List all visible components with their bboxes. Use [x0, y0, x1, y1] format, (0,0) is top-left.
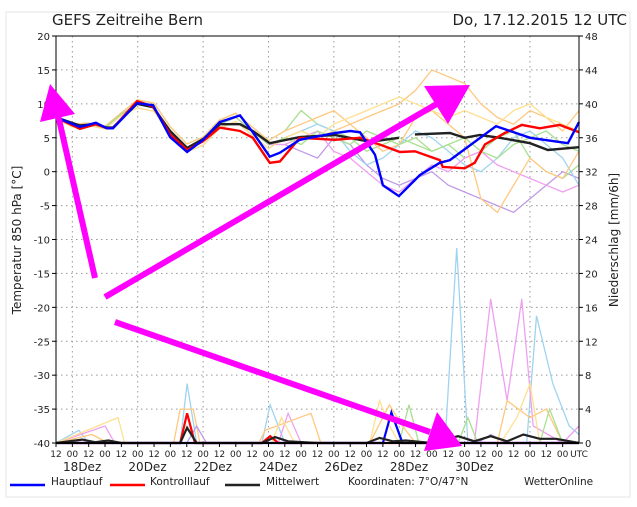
- y2-tick-label: 12: [585, 337, 598, 348]
- y-tick-label: -25: [34, 337, 50, 348]
- x-tick-label: 00: [393, 450, 405, 460]
- x-tick-label: 12: [312, 450, 323, 460]
- y2-tick-label: 20: [585, 269, 598, 280]
- arrow-1-shaft: [55, 114, 98, 279]
- y2-tick-label: 32: [585, 168, 598, 179]
- y-tick-label: -15: [34, 269, 50, 280]
- x-tick-label: 12: [344, 450, 355, 460]
- y-tick-label: 15: [37, 66, 50, 77]
- legend-label-mittelwert: Mittelwert: [266, 476, 319, 488]
- x-tick-label: 00: [426, 450, 438, 460]
- annotation-arrows: [40, 84, 470, 451]
- date-label: 24Dez: [259, 460, 297, 474]
- x-tick-label: 12: [148, 450, 159, 460]
- x-tick-label: 12: [181, 450, 192, 460]
- hauptlauf-temperature-line: [55, 101, 581, 198]
- y2-tick-label: 48: [585, 32, 598, 43]
- panel-border: [5, 11, 631, 498]
- x-tick-label: 00: [492, 450, 504, 460]
- y-tick-label: -40: [34, 439, 50, 450]
- chart-title: GEFS Zeitreihe Bern: [52, 11, 203, 29]
- arrow-3-head: [424, 412, 462, 451]
- x-tick-label: 00: [99, 450, 111, 460]
- x-tick-label: 00: [197, 450, 209, 460]
- legend-label-kontrolllauf: Kontrolllauf: [150, 476, 210, 488]
- y2-tick-label: 44: [585, 66, 598, 77]
- x-tick-label: 00: [263, 450, 275, 460]
- date-label: 28Dez: [390, 460, 428, 474]
- x-tick-label: 12: [443, 450, 454, 460]
- y-tick-label: 0: [44, 168, 50, 179]
- x-tick-label: 12: [541, 450, 552, 460]
- x-tick-label: UTC: [570, 450, 588, 460]
- kontrolllauf-temperature-line: [55, 99, 580, 170]
- y2-tick-label: 40: [585, 100, 598, 111]
- x-tick-label: 00: [230, 450, 242, 460]
- y-tick-label: -35: [34, 405, 50, 416]
- coordinates: Koordinaten: 7°O/47°N: [348, 476, 468, 488]
- y2-tick-label: 36: [585, 134, 598, 145]
- y2-tick-label: 8: [585, 371, 591, 382]
- x-tick-label: 00: [165, 450, 177, 460]
- y2-axis-title: Niederschlag [mm/6h]: [607, 173, 621, 307]
- run-time: Do, 17.12.2015 12 UTC: [452, 11, 627, 29]
- y-tick-label: -20: [34, 303, 50, 314]
- x-tick-label: 00: [524, 450, 536, 460]
- x-tick-label: 12: [377, 450, 388, 460]
- x-tick-label: 12: [279, 450, 290, 460]
- y2-tick-label: 16: [585, 303, 598, 314]
- y-tick-label: -10: [34, 236, 50, 247]
- date-label: 30Dez: [455, 460, 493, 474]
- brand: WetterOnline: [524, 476, 593, 488]
- x-tick-label: 12: [508, 450, 519, 460]
- x-tick-label: 00: [132, 450, 144, 460]
- x-tick-label: 12: [50, 450, 61, 460]
- y2-tick-label: 28: [585, 202, 598, 213]
- arrow-2-head: [424, 85, 470, 124]
- date-label: 22Dez: [194, 460, 232, 474]
- legend: Hauptlauf Kontrolllauf Mittelwert Koordi…: [10, 476, 593, 488]
- y-axis-title: Temperatur 850 hPa [°C]: [10, 166, 24, 316]
- x-tick-label: 12: [116, 450, 127, 460]
- x-tick-label: 12: [246, 450, 257, 460]
- arrow-3-shaft: [114, 319, 431, 435]
- y-tick-label: 5: [44, 134, 50, 145]
- x-tick-label: 12: [214, 450, 225, 460]
- x-tick-label: 00: [557, 450, 569, 460]
- y2-tick-label: 0: [585, 439, 591, 450]
- axes: 20151050-5-10-15-20-25-30-35-40484440363…: [34, 32, 598, 474]
- date-label: 20Dez: [128, 460, 166, 474]
- y2-tick-label: 24: [585, 236, 598, 247]
- y-tick-label: 10: [37, 100, 50, 111]
- y-tick-label: -5: [40, 202, 50, 213]
- y-tick-label: -30: [34, 371, 50, 382]
- arrow-2-shaft: [103, 99, 442, 300]
- arrow-1-head: [40, 84, 75, 122]
- legend-label-hauptlauf: Hauptlauf: [51, 476, 103, 488]
- x-tick-label: 00: [328, 450, 340, 460]
- x-tick-label: 00: [361, 450, 373, 460]
- x-tick-label: 00: [459, 450, 471, 460]
- x-tick-label: 12: [475, 450, 486, 460]
- y2-tick-label: 4: [585, 405, 591, 416]
- x-tick-label: 00: [295, 450, 307, 460]
- date-label: 26Dez: [325, 460, 363, 474]
- date-label: 18Dez: [63, 460, 101, 474]
- x-tick-label: 00: [67, 450, 79, 460]
- x-tick-label: 12: [410, 450, 421, 460]
- x-tick-label: 12: [83, 450, 94, 460]
- member-temperature-line: [55, 99, 580, 214]
- y-tick-label: 20: [37, 32, 50, 43]
